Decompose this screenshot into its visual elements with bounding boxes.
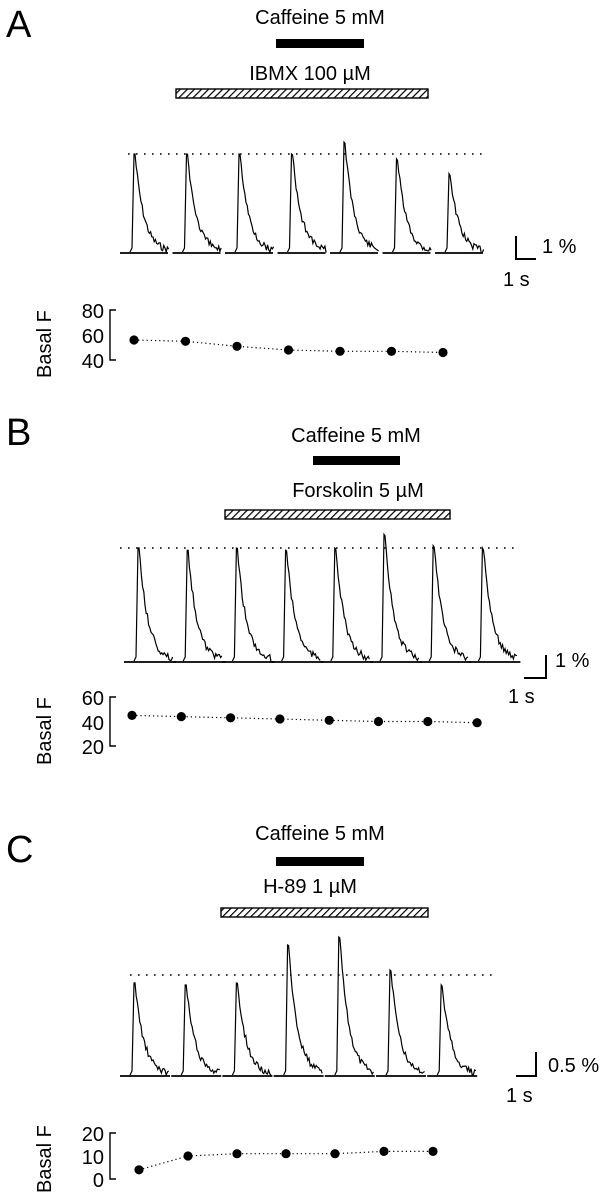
basal-f-point bbox=[330, 1149, 340, 1159]
panel-b-basal-tick: 40 bbox=[82, 713, 104, 735]
calcium-transient-trace bbox=[428, 543, 469, 662]
panel-b-drug-bar bbox=[224, 509, 451, 520]
panel-c-basal-tick: 10 bbox=[82, 1147, 104, 1169]
panel-c-caffeine-bar bbox=[276, 857, 364, 866]
basal-f-point bbox=[386, 346, 397, 356]
panel-b-drug-label: Forskolin 5 µM bbox=[292, 480, 424, 502]
panel-c-caffeine-label: Caffeine 5 mM bbox=[255, 823, 385, 845]
panel-b-traces bbox=[124, 532, 521, 663]
panel-c-drug-bar bbox=[220, 907, 429, 918]
calcium-transient-trace bbox=[283, 943, 323, 1076]
basal-f-point bbox=[423, 716, 433, 727]
panel-c-basal-tick: 20 bbox=[82, 1124, 104, 1146]
basal-f-point bbox=[281, 1149, 291, 1159]
panel-c-scale-bar: 0.5 % 1 s bbox=[506, 1052, 599, 1107]
basal-f-point bbox=[373, 716, 384, 727]
calcium-transient-trace bbox=[391, 157, 432, 253]
panel-a-scale-bar: 1 % 1 s bbox=[503, 236, 577, 291]
basal-f-point bbox=[127, 710, 137, 721]
panel-b-scale-bar: 1 % 1 s bbox=[508, 650, 590, 708]
panel-b-scale-y-label: 1 % bbox=[555, 650, 590, 672]
calcium-transient-trace bbox=[477, 545, 518, 662]
calcium-transient-trace bbox=[281, 549, 321, 662]
panel-a-drug-label: IBMX 100 µM bbox=[249, 63, 371, 85]
basal-f-point bbox=[183, 1151, 193, 1161]
calcium-transient-trace bbox=[234, 153, 275, 254]
calcium-transient-trace bbox=[330, 546, 370, 662]
basal-f-point bbox=[379, 1146, 389, 1156]
panel-b-scale-x-label: 1 s bbox=[508, 686, 535, 708]
panel-a-basal-points bbox=[129, 335, 448, 358]
calcium-transient-trace bbox=[180, 984, 220, 1076]
panel-a-letter: A bbox=[6, 4, 32, 46]
basal-f-point bbox=[134, 1165, 144, 1175]
panel-c-drug-label: H-89 1 µM bbox=[263, 876, 357, 898]
panel-c-letter: C bbox=[6, 829, 33, 871]
panel-a-scale-x-label: 1 s bbox=[503, 269, 530, 291]
basal-f-point bbox=[472, 718, 482, 728]
calcium-transient-trace bbox=[129, 982, 170, 1077]
calcium-transient-trace bbox=[231, 547, 272, 662]
basal-f-point bbox=[232, 341, 242, 351]
calcium-transient-trace bbox=[339, 140, 379, 253]
basal-f-point bbox=[232, 1149, 242, 1159]
panel-b: B Caffeine 5 mM Forskolin 5 µM 1 % 1 s B… bbox=[6, 412, 590, 765]
panel-a-basal-tick: 80 bbox=[82, 301, 104, 323]
panel-a-basal-axis: 80 60 40 bbox=[82, 301, 116, 373]
calcium-transient-trace bbox=[181, 153, 222, 254]
panel-c-scale-y-label: 0.5 % bbox=[548, 1055, 599, 1077]
calcium-transient-trace bbox=[385, 968, 425, 1076]
panel-c-basal-tick: 0 bbox=[93, 1170, 104, 1192]
panel-c-basal-points bbox=[134, 1146, 438, 1175]
panel-b-basal-tick: 20 bbox=[82, 737, 104, 759]
basal-f-point bbox=[428, 1146, 438, 1156]
calcium-transient-trace bbox=[129, 153, 170, 255]
panel-b-caffeine-bar bbox=[313, 456, 400, 465]
basal-f-point bbox=[275, 714, 285, 724]
basal-f-point bbox=[283, 345, 294, 355]
panel-c-basal-label: Basal F bbox=[34, 1125, 56, 1193]
basal-f-point bbox=[129, 335, 139, 345]
basal-f-point bbox=[176, 712, 186, 722]
panel-b-basal-label: Basal F bbox=[34, 697, 56, 765]
panel-c-scale-x-label: 1 s bbox=[506, 1085, 533, 1107]
basal-f-point bbox=[180, 336, 191, 346]
calcium-transient-trace bbox=[231, 982, 272, 1076]
panel-b-basal-axis: 60 40 20 bbox=[82, 688, 116, 759]
basal-f-point bbox=[438, 347, 448, 358]
panel-a-scale-y-label: 1 % bbox=[542, 236, 577, 258]
panel-c-basal-axis: 20 10 0 bbox=[82, 1124, 116, 1192]
calcium-transient-trace bbox=[133, 547, 174, 662]
calcium-transient-trace bbox=[444, 171, 485, 254]
panel-b-basal-points bbox=[127, 710, 482, 728]
panel-b-basal-tick: 60 bbox=[82, 688, 104, 710]
panel-a-drug-bar bbox=[175, 88, 429, 99]
panel-a-traces bbox=[120, 140, 485, 255]
calcium-transient-trace bbox=[436, 983, 477, 1076]
panel-b-letter: B bbox=[6, 412, 31, 454]
panel-a-caffeine-label: Caffeine 5 mM bbox=[255, 7, 385, 29]
panel-a: A Caffeine 5 mM IBMX 100 µM 1 % 1 s Basa… bbox=[6, 4, 577, 378]
panel-b-caffeine-label: Caffeine 5 mM bbox=[291, 425, 421, 447]
calcium-transient-trace bbox=[286, 152, 327, 253]
basal-trend-line bbox=[131, 714, 478, 724]
panel-c: C Caffeine 5 mM H-89 1 µM 0.5 % 1 s Basa… bbox=[6, 823, 599, 1193]
panel-a-basal-label: Basal F bbox=[34, 310, 56, 378]
basal-f-point bbox=[226, 713, 236, 723]
basal-f-point bbox=[324, 715, 334, 725]
basal-f-point bbox=[335, 346, 345, 356]
panel-a-basal-tick: 60 bbox=[82, 326, 104, 348]
calcium-transient-trace bbox=[334, 935, 374, 1076]
panel-c-traces bbox=[120, 935, 478, 1077]
calcium-transient-trace bbox=[379, 532, 420, 662]
calcium-transient-trace bbox=[182, 549, 223, 662]
panel-a-caffeine-bar bbox=[276, 39, 364, 48]
panel-a-basal-tick: 40 bbox=[82, 351, 104, 373]
